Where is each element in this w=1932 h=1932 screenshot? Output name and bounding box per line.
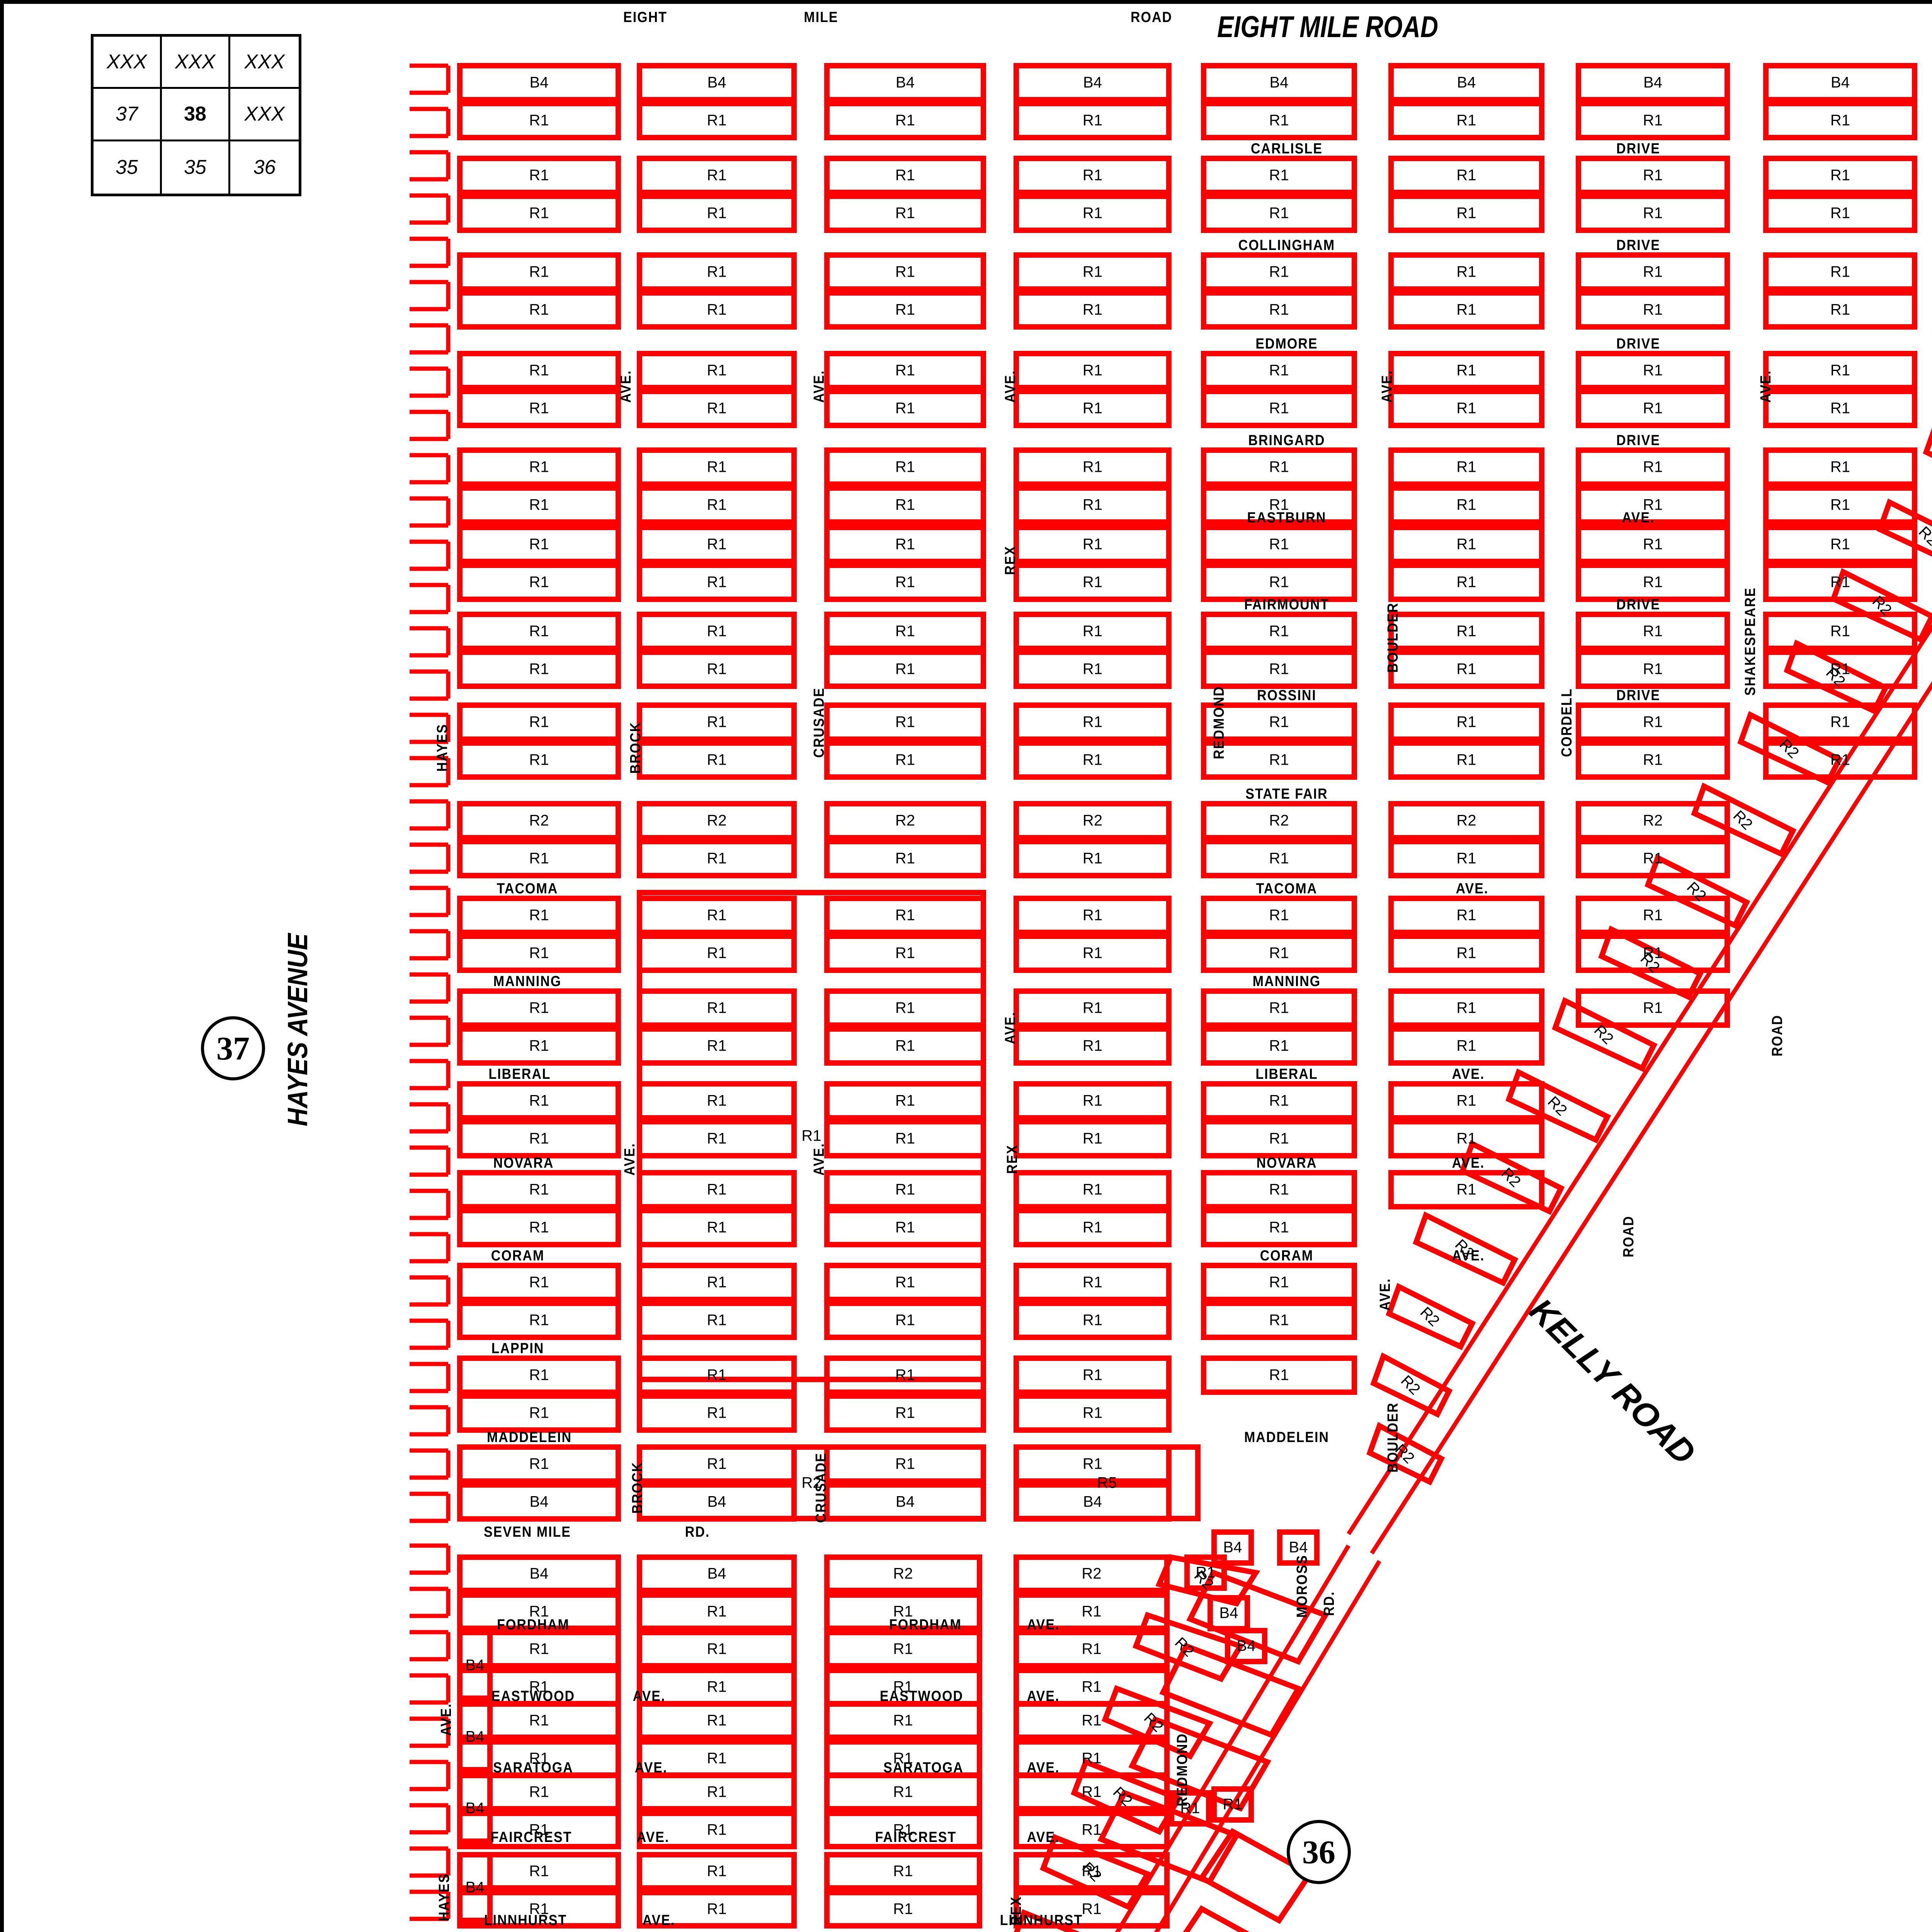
index-cell-6: 35 [94,141,162,194]
index-cell-1: XXX [162,37,230,89]
index-cell-5: XXX [230,89,299,141]
title-eight-mile-road: EIGHT MILE ROAD [1217,10,1439,44]
index-cell-8: 36 [253,156,276,179]
index-key-grid: XXX XXX XXX 37 38 XXX 35 35 36 [91,34,301,196]
compass-needle-icon [1909,1121,1932,1662]
adjacent-sheet-west: 37 [201,1016,265,1080]
index-cell-3: 37 [94,89,162,141]
compass-rose: N [1909,1121,1932,1662]
index-cell-7: 35 [162,141,230,194]
index-cell-current: 38 [162,89,230,141]
index-cell-0: XXX [94,37,162,89]
index-cell-2: XXX [230,37,299,89]
adjacent-sheet-east: 36 [1287,1820,1351,1884]
parcel-geometry [410,4,1932,1932]
